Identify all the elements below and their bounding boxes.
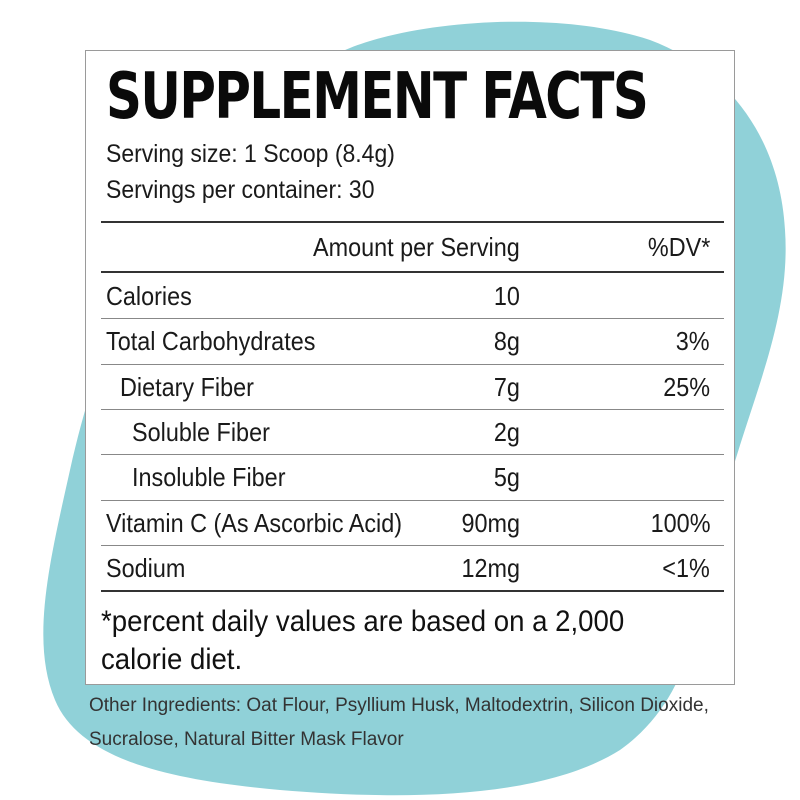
table-row: Total Carbohydrates 8g 3%	[86, 319, 736, 363]
other-ingredients: Other Ingredients: Oat Flour, Psyllium H…	[89, 695, 709, 750]
nutrient-amount: 10	[493, 281, 520, 311]
nutrient-name: Vitamin C (As Ascorbic Acid)	[106, 507, 403, 538]
nutrient-name: Sodium	[106, 552, 186, 583]
nutrient-name: Total Carbohydrates	[106, 326, 316, 357]
table-row: Vitamin C (As Ascorbic Acid) 90mg 100%	[86, 501, 736, 545]
divider-header	[101, 271, 724, 273]
row-divider	[101, 499, 724, 501]
row-divider	[101, 408, 724, 410]
nutrient-amount: 5g	[493, 462, 520, 493]
table-row: Sodium 12mg <1%	[86, 546, 736, 590]
table-row: Soluble Fiber 2g	[86, 410, 736, 454]
table-header: Amount per Serving %DV*	[86, 225, 736, 269]
nutrient-amount: 8g	[493, 326, 520, 357]
row-divider	[101, 363, 724, 365]
label-title: SUPPLEMENT FACTS	[106, 60, 649, 134]
nutrient-dv: <1%	[662, 552, 710, 583]
table-row: Insoluble Fiber 5g	[86, 455, 736, 499]
nutrient-amount: 7g	[493, 371, 520, 402]
nutrient-dv: 25%	[663, 371, 710, 402]
serving-size: Serving size: 1 Scoop (8.4g)	[106, 140, 395, 168]
divider-bottom	[101, 590, 724, 593]
row-divider	[101, 544, 724, 546]
nutrient-amount: 90mg	[461, 507, 520, 538]
header-dv: %DV*	[647, 232, 710, 262]
row-divider	[101, 318, 724, 320]
nutrient-name: Calories	[106, 281, 192, 311]
nutrient-name: Soluble Fiber	[132, 416, 270, 447]
nutrient-amount: 12mg	[461, 552, 520, 583]
nutrient-dv: 3%	[676, 326, 710, 357]
supplement-facts-panel: SUPPLEMENT FACTS Serving size: 1 Scoop (…	[85, 50, 735, 685]
nutrient-dv: 100%	[650, 507, 710, 538]
nutrient-name: Insoluble Fiber	[132, 462, 286, 493]
row-divider	[101, 454, 724, 456]
nutrient-amount: 2g	[493, 416, 520, 447]
footnote: *percent daily values are based on a 2,0…	[101, 605, 625, 676]
servings-per-container: Servings per container: 30	[106, 176, 375, 204]
table-row: Calories 10	[86, 274, 736, 318]
table-row: Dietary Fiber 7g 25%	[86, 365, 736, 409]
header-amount: Amount per Serving	[313, 232, 520, 262]
divider-top	[101, 221, 724, 223]
nutrient-name: Dietary Fiber	[120, 371, 254, 402]
